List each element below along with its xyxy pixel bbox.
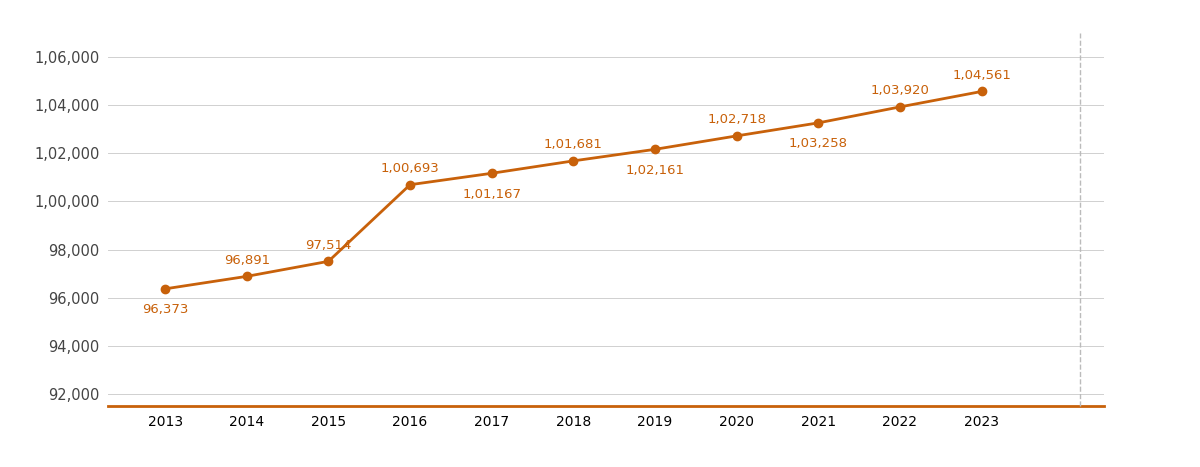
Text: 1,01,167: 1,01,167 <box>462 188 521 201</box>
Text: 1,04,561: 1,04,561 <box>952 69 1010 82</box>
Text: 1,02,718: 1,02,718 <box>707 113 766 126</box>
Text: 1,01,681: 1,01,681 <box>544 138 602 151</box>
Text: 96,891: 96,891 <box>223 254 270 267</box>
Text: 96,373: 96,373 <box>142 303 188 316</box>
Text: 1,03,258: 1,03,258 <box>788 137 847 150</box>
Text: 97,514: 97,514 <box>305 239 352 252</box>
Text: 1,03,920: 1,03,920 <box>870 84 929 97</box>
Text: 1,00,693: 1,00,693 <box>380 162 439 175</box>
Text: 1,02,161: 1,02,161 <box>625 164 684 177</box>
